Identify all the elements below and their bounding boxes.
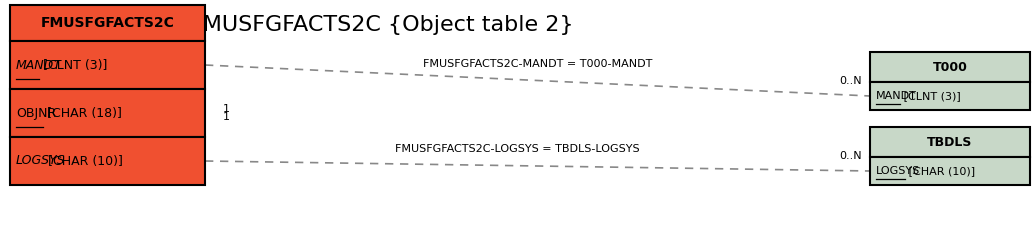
- Text: 0..N: 0..N: [839, 76, 862, 86]
- Bar: [870, 127, 1030, 157]
- Bar: [10, 137, 205, 185]
- Bar: [10, 89, 205, 137]
- Text: OBJNR: OBJNR: [16, 106, 56, 119]
- Text: TBDLS: TBDLS: [927, 136, 973, 149]
- Text: [CLNT (3)]: [CLNT (3)]: [39, 59, 108, 72]
- Text: [CHAR (10)]: [CHAR (10)]: [904, 166, 975, 176]
- Text: FMUSFGFACTS2C-MANDT = T000-MANDT: FMUSFGFACTS2C-MANDT = T000-MANDT: [423, 59, 653, 68]
- Text: SAP ABAP table FMUSFGFACTS2C {Object table 2}: SAP ABAP table FMUSFGFACTS2C {Object tab…: [10, 15, 574, 35]
- Text: [CLNT (3)]: [CLNT (3)]: [900, 91, 960, 101]
- Text: T000: T000: [932, 60, 968, 73]
- Text: [CHAR (10)]: [CHAR (10)]: [44, 155, 122, 168]
- Bar: [10, 5, 205, 41]
- Bar: [870, 82, 1030, 110]
- Bar: [10, 41, 205, 89]
- Text: MANDT: MANDT: [16, 59, 62, 72]
- Text: LOGSYS: LOGSYS: [16, 155, 65, 168]
- Bar: [870, 52, 1030, 82]
- Text: FMUSFGFACTS2C: FMUSFGFACTS2C: [40, 16, 174, 30]
- Bar: [870, 157, 1030, 185]
- Text: FMUSFGFACTS2C-LOGSYS = TBDLS-LOGSYS: FMUSFGFACTS2C-LOGSYS = TBDLS-LOGSYS: [395, 144, 640, 154]
- Text: MANDT: MANDT: [876, 91, 917, 101]
- Text: LOGSYS: LOGSYS: [876, 166, 920, 176]
- Text: 1: 1: [223, 112, 230, 122]
- Text: [CHAR (18)]: [CHAR (18)]: [44, 106, 122, 119]
- Text: 1: 1: [223, 104, 230, 114]
- Text: 0..N: 0..N: [839, 151, 862, 161]
